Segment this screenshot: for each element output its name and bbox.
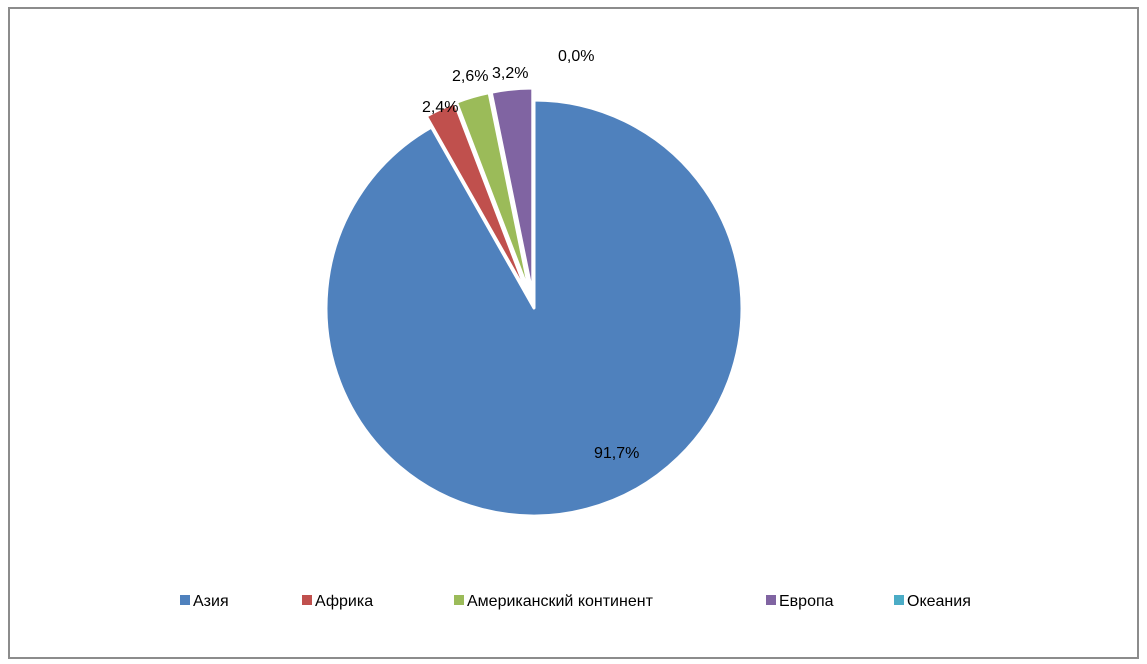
data-label-5: 0,0% <box>558 48 594 65</box>
data-label-2: 2,4% <box>422 99 458 116</box>
pie-slice-1 <box>324 98 744 518</box>
pie-slice-4 <box>489 86 535 298</box>
legend-swatch-1 <box>180 595 190 605</box>
legend-swatch-3 <box>454 595 464 605</box>
legend-swatch-5 <box>894 595 904 605</box>
data-label-3: 2,6% <box>452 68 488 85</box>
legend-label-5: Океания <box>907 593 971 610</box>
legend-swatch-2 <box>302 595 312 605</box>
legend-label-4: Европа <box>779 593 834 610</box>
legend-swatch-4 <box>766 595 776 605</box>
pie-slice-3 <box>454 91 533 298</box>
pie-slices <box>324 86 744 518</box>
legend-label-3: Американский континент <box>467 593 654 610</box>
legend: Азия Африка Американский континент Европа Ок… <box>180 593 971 610</box>
legend-label-2: Африка <box>315 593 373 610</box>
data-label-4: 3,2% <box>492 65 528 82</box>
data-label-1: 91,7% <box>594 445 639 462</box>
legend-label-1: Азия <box>193 593 229 610</box>
data-labels: 91,7% 2,4% 2,6% 3,2% 0,0% <box>422 48 639 462</box>
pie-slice-2 <box>424 101 531 299</box>
